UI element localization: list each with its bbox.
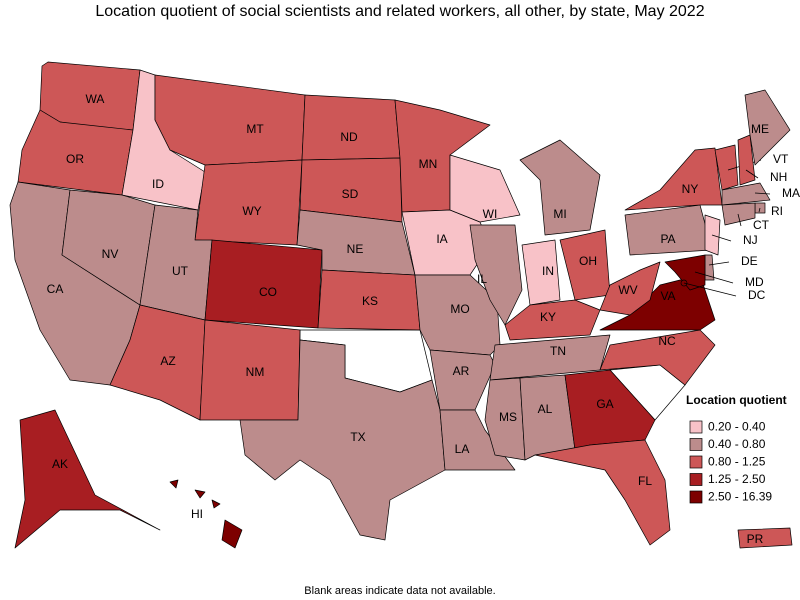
state-label: MS	[499, 410, 517, 424]
state-label: NH	[770, 170, 787, 184]
state-shape	[429, 349, 496, 411]
state-label: OH	[579, 254, 597, 268]
state-shape	[664, 254, 706, 291]
legend-swatch	[689, 490, 703, 504]
state-shape	[624, 204, 713, 256]
state-shape	[714, 144, 739, 191]
leader-line	[711, 234, 732, 242]
leader-line	[683, 282, 737, 297]
state-label: IN	[542, 264, 554, 278]
legend-label: 0.20 - 0.40	[708, 420, 766, 434]
state-shape	[221, 519, 243, 549]
state-label: MT	[246, 122, 264, 136]
leader-line	[745, 169, 759, 179]
state-label: WI	[483, 207, 498, 221]
state-label: AL	[538, 402, 553, 416]
state-label: FL	[638, 474, 652, 488]
state-shape	[737, 134, 756, 186]
legend-label: 1.25 - 2.50	[708, 472, 766, 486]
state-shape	[449, 154, 521, 223]
state-shape	[534, 439, 671, 546]
state-shape	[519, 139, 601, 236]
state-label: NM	[246, 365, 265, 379]
state-label: NY	[682, 182, 699, 196]
footnote: Blank areas indicate data not available.	[304, 585, 495, 597]
state-label: PR	[747, 532, 764, 546]
leader-line	[694, 271, 734, 284]
state-label: VT	[773, 152, 789, 166]
state-shape	[301, 94, 401, 161]
legend-label: 2.50 - 16.39	[708, 490, 772, 504]
state-shape	[194, 489, 206, 499]
state-label: MO	[450, 302, 469, 316]
state-label: KS	[362, 294, 378, 308]
state-label: WY	[242, 204, 261, 218]
state-label: ID	[152, 177, 164, 191]
state-shape	[521, 239, 561, 306]
state-label: MD	[745, 275, 764, 289]
leader-line	[754, 192, 771, 195]
state-label: NE	[347, 242, 364, 256]
state-label: OR	[66, 152, 84, 166]
state-label: NC	[658, 334, 676, 348]
state-label: TN	[550, 344, 566, 358]
state-label: IA	[436, 232, 447, 246]
state-label: DE	[741, 254, 758, 268]
state-shape	[744, 89, 791, 166]
state-shape	[154, 74, 306, 166]
state-shape	[194, 159, 303, 246]
state-label: MI	[553, 207, 566, 221]
legend-label: 0.80 - 1.25	[708, 455, 766, 469]
legend-swatch	[689, 438, 703, 451]
state-label: CT	[753, 218, 770, 232]
state-label: CO	[259, 285, 277, 299]
state-label: RI	[771, 204, 783, 218]
state-shape	[721, 182, 771, 206]
state-shape	[239, 339, 446, 541]
state-label: LA	[455, 442, 470, 456]
state-shape	[14, 409, 161, 549]
state-label: WA	[86, 92, 105, 106]
state-label: NJ	[743, 233, 758, 247]
leader-line	[758, 207, 761, 213]
state-label: UT	[172, 264, 189, 278]
state-label: WV	[618, 283, 637, 297]
state-label: PA	[660, 232, 675, 246]
state-label: MN	[419, 157, 438, 171]
state-label: CA	[47, 282, 64, 296]
state-label: HI	[191, 507, 203, 521]
state-label: AZ	[160, 354, 175, 368]
legend-title: Location quotient	[686, 393, 787, 407]
legend-swatch	[689, 455, 703, 469]
state-label: DC	[748, 288, 766, 302]
state-shape	[169, 479, 179, 489]
state-label: TX	[350, 430, 365, 444]
state-label: GA	[596, 397, 613, 411]
state-label: IL	[477, 272, 487, 286]
state-label: AR	[453, 364, 470, 378]
state-shape	[211, 499, 221, 509]
legend-swatch	[689, 420, 703, 434]
state-shape	[737, 527, 793, 549]
map-title: Location quotient of social scientists a…	[95, 3, 704, 20]
state-shape	[204, 239, 323, 329]
leader-line	[737, 213, 742, 227]
state-label: ND	[340, 130, 358, 144]
state-shape	[721, 202, 756, 226]
state-shape	[599, 329, 716, 386]
state-shape	[624, 147, 723, 211]
legend-swatch	[689, 473, 703, 486]
leader-line	[708, 261, 730, 266]
legend-label: 0.40 - 0.80	[708, 437, 766, 451]
state-label: MA	[782, 186, 800, 200]
state-label: AK	[52, 457, 68, 471]
state-shape	[599, 261, 661, 316]
state-label: SD	[342, 187, 359, 201]
state-label: KY	[540, 310, 556, 324]
state-label: NV	[102, 247, 119, 261]
state-label: VA	[660, 289, 675, 303]
state-label: ME	[751, 122, 769, 136]
state-shape	[484, 377, 526, 461]
